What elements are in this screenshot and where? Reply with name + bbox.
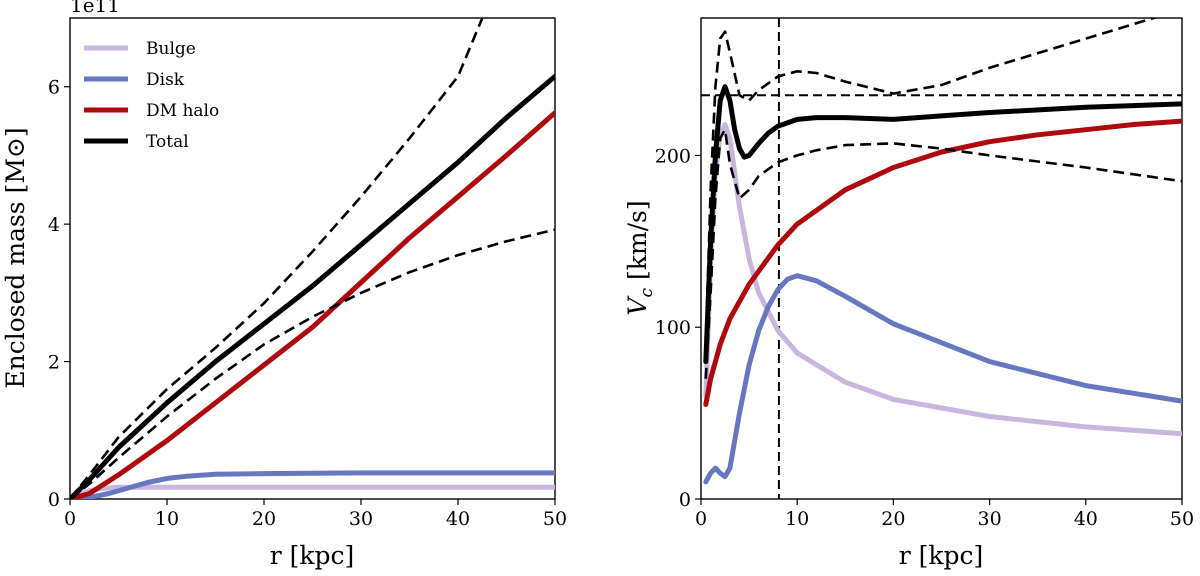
left-y-tick-label: 2 xyxy=(48,352,60,374)
right-ticks: 0 10 20 30 40 50 0 100 200 xyxy=(655,145,1194,530)
left-offset-label: 1e11 xyxy=(70,0,120,17)
left-series-group xyxy=(70,18,555,499)
left-y-tick-label: 4 xyxy=(48,214,60,236)
left-total-line xyxy=(70,73,555,499)
left-x-axis-label: r [kpc] xyxy=(270,541,355,570)
left-ticks: 0 10 20 30 40 50 0 2 4 6 xyxy=(48,77,567,530)
right-x-tick-label: 20 xyxy=(881,508,905,530)
left-x-tick-label: 50 xyxy=(543,508,567,530)
right-y-tick-label: 200 xyxy=(655,145,691,167)
right-y-axis-label: Vc [km/s] xyxy=(623,200,657,315)
left-y-tick-label: 0 xyxy=(48,489,60,511)
legend-label-bulge: Bulge xyxy=(146,39,196,59)
right-y-tick-label: 100 xyxy=(655,317,691,339)
right-x-tick-label: 50 xyxy=(1170,508,1194,530)
left-y-tick-label: 6 xyxy=(48,77,60,99)
circular-velocity-panel: 0 10 20 30 40 50 0 100 200 r [kpc] Vc [km/s] xyxy=(623,17,1194,570)
left-x-tick-label: 30 xyxy=(349,508,373,530)
left-uncertainty-bound-line xyxy=(70,228,555,499)
right-x-tick-label: 0 xyxy=(695,508,707,530)
legend-label-disk: Disk xyxy=(146,70,185,90)
right-disk-line xyxy=(703,273,1182,485)
right-x-axis-label: r [kpc] xyxy=(899,541,984,570)
right-uncertainty-bound-line xyxy=(704,18,1159,345)
left-plot-frame xyxy=(69,17,556,500)
legend-label-dm-halo: DM halo xyxy=(146,101,219,121)
right-dm-halo-line xyxy=(703,118,1182,407)
left-lines xyxy=(70,18,555,499)
right-plot-frame xyxy=(700,17,1183,500)
left-uncertainty-bound-line xyxy=(70,18,484,499)
right-uncertainty-bound-line xyxy=(704,128,1182,379)
left-x-tick-label: 0 xyxy=(64,508,76,530)
left-x-tick-label: 40 xyxy=(446,508,470,530)
right-x-tick-label: 10 xyxy=(785,508,809,530)
right-x-tick-label: 40 xyxy=(1074,508,1098,530)
left-bulge-line xyxy=(70,484,555,499)
right-y-tick-label: 0 xyxy=(679,489,691,511)
left-x-tick-label: 10 xyxy=(155,508,179,530)
right-total-line xyxy=(703,84,1182,365)
right-lines xyxy=(701,18,1182,499)
enclosed-mass-panel: 0 10 20 30 40 50 0 2 4 6 1e11 r [kpc] Enclosed ma… xyxy=(1,0,567,570)
legend: Bulge Disk DM halo Total xyxy=(84,39,219,152)
right-series-group xyxy=(701,18,1182,499)
left-y-axis-label: Enclosed mass [M⊙] xyxy=(1,127,30,388)
left-disk-line xyxy=(70,470,555,499)
right-x-tick-label: 30 xyxy=(978,508,1002,530)
left-x-tick-label: 20 xyxy=(252,508,276,530)
left-dm-halo-line xyxy=(70,110,555,499)
legend-label-total: Total xyxy=(146,132,189,152)
